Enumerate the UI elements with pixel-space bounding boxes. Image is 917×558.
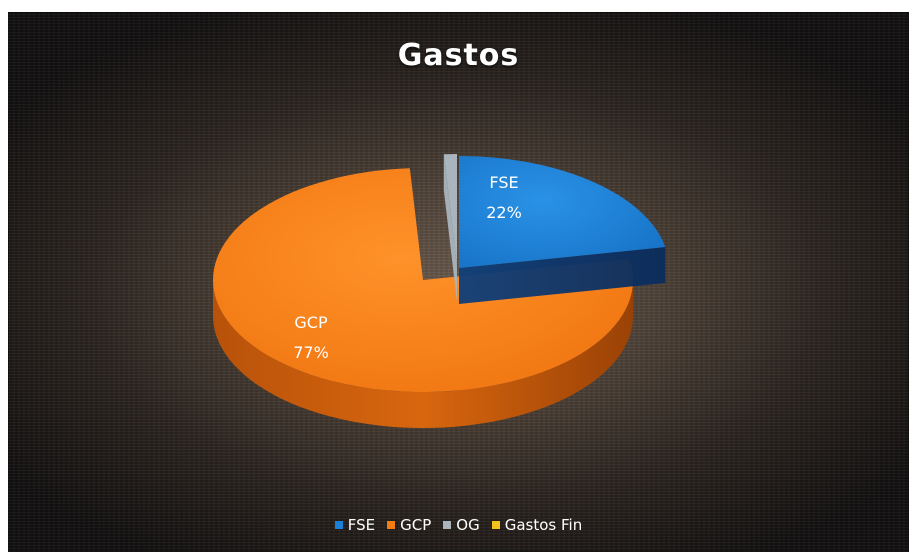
pie-slice-fse (459, 156, 666, 268)
legend-label-og: OG (456, 516, 480, 534)
legend-swatch-gcp (387, 521, 396, 529)
legend-item-og: OG (443, 516, 480, 534)
legend-swatch-fse (334, 521, 343, 529)
slice-label-fse-name: FSE (489, 173, 518, 192)
legend-swatch-gastos-fin (491, 521, 500, 529)
slice-label-gcp-name: GCP (294, 313, 328, 332)
legend-swatch-og (443, 521, 452, 529)
legend-label-gcp: GCP (400, 516, 432, 534)
legend-item-gcp: GCP (387, 516, 431, 534)
pie-slice-fse-wall (459, 247, 666, 304)
chart-area: Gastos FSE 22% GCP 77% FSE GCP OG Gastos (8, 12, 909, 552)
legend-label-fse: FSE (347, 516, 376, 534)
pie-slice-og (443, 154, 457, 266)
chart-legend: FSE GCP OG Gastos Fin (8, 516, 909, 534)
pie-chart: FSE 22% GCP 77% (213, 154, 666, 428)
legend-label-gastos-fin: Gastos Fin (504, 516, 583, 534)
slice-label-fse-percent: 22% (486, 203, 522, 222)
pie-slice-gcp-side (213, 280, 633, 428)
legend-item-gastos-fin: Gastos Fin (491, 516, 583, 534)
pie-slice-og-wall (443, 154, 457, 302)
legend-item-fse: FSE (334, 516, 376, 534)
chart-title: Gastos (397, 38, 520, 73)
pie-slice-gcp (213, 168, 633, 392)
slice-label-gcp-percent: 77% (293, 343, 329, 362)
